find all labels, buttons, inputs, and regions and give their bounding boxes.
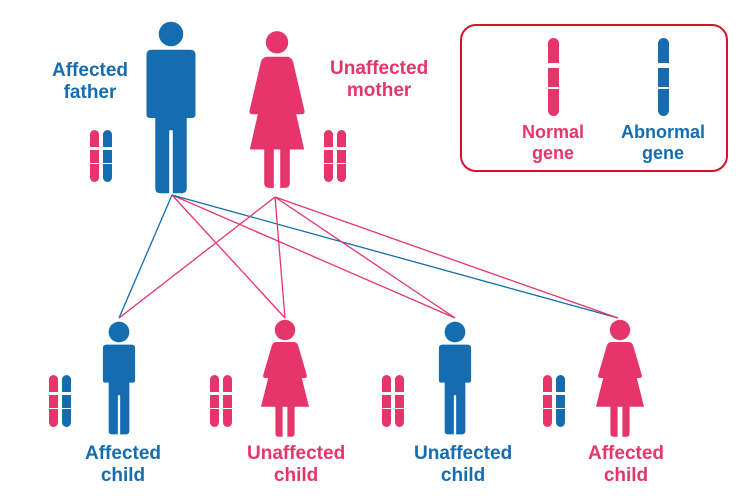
chromosome-icon — [62, 375, 71, 427]
chromosome-icon — [324, 130, 333, 182]
chromosome-icon — [103, 130, 112, 182]
legend-abnormal-chromosome — [658, 38, 669, 116]
inheritance-diagram: Normalgene Abnormalgene Affectedfather U… — [0, 0, 750, 500]
child3-figure — [432, 318, 478, 443]
child4-chromosomes — [543, 375, 565, 427]
father-figure — [135, 20, 207, 200]
chromosome-icon — [337, 130, 346, 182]
mother-label: Unaffectedmother — [330, 58, 428, 102]
legend-abnormal: Abnormalgene — [618, 38, 708, 163]
inheritance-line — [275, 197, 455, 318]
child1-label: Affectedchild — [85, 443, 161, 487]
chromosome-icon — [556, 375, 565, 427]
child3-label: Unaffectedchild — [414, 443, 512, 487]
legend-normal: Normalgene — [508, 38, 598, 163]
inheritance-line — [119, 197, 275, 318]
chromosome-icon — [223, 375, 232, 427]
father-chromosomes — [90, 130, 112, 182]
chromosome-icon — [49, 375, 58, 427]
chromosome-icon — [90, 130, 99, 182]
chromosome-icon — [395, 375, 404, 427]
legend-normal-chromosome — [548, 38, 559, 116]
inheritance-line — [275, 197, 285, 318]
child1-chromosomes — [49, 375, 71, 427]
inheritance-line — [172, 195, 618, 318]
child3-chromosomes — [382, 375, 404, 427]
child2-figure — [250, 318, 320, 443]
mother-chromosomes — [324, 130, 346, 182]
child2-chromosomes — [210, 375, 232, 427]
inheritance-line — [119, 195, 172, 318]
child4-label: Affectedchild — [588, 443, 664, 487]
inheritance-line — [275, 197, 618, 318]
child4-figure — [585, 318, 655, 443]
father-label: Affectedfather — [52, 60, 128, 104]
inheritance-line — [172, 195, 455, 318]
child1-figure — [96, 318, 142, 443]
chromosome-icon — [210, 375, 219, 427]
mother-figure — [245, 22, 309, 202]
chromosome-icon — [382, 375, 391, 427]
inheritance-line — [172, 195, 285, 318]
legend-normal-label: Normalgene — [508, 122, 598, 163]
child2-label: Unaffectedchild — [247, 443, 345, 487]
chromosome-icon — [543, 375, 552, 427]
legend-abnormal-label: Abnormalgene — [618, 122, 708, 163]
